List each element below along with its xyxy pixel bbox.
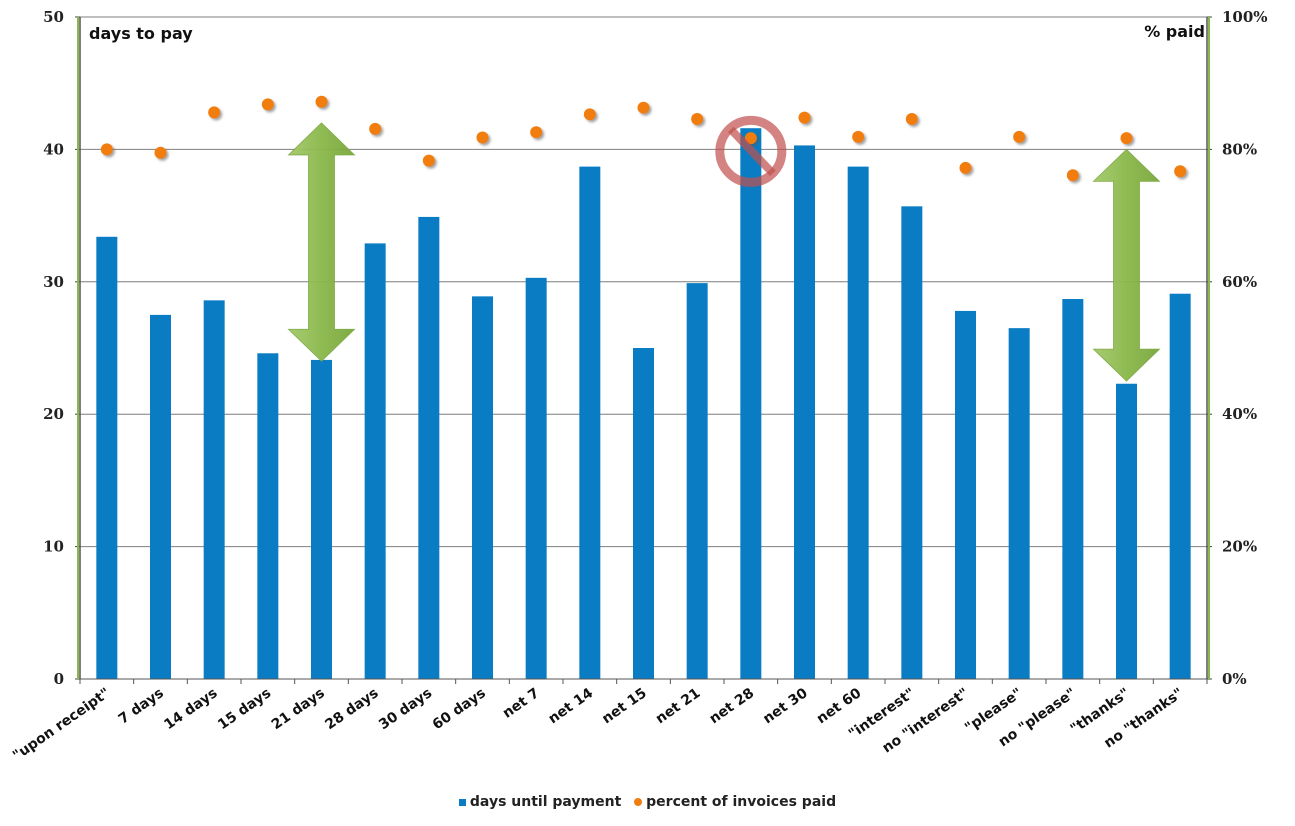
dot <box>1120 132 1133 145</box>
bar <box>901 206 923 679</box>
dot <box>798 111 811 124</box>
category-label: "upon receipt" <box>10 685 113 764</box>
bar <box>150 314 171 679</box>
left-tick-label: 40 <box>43 140 64 158</box>
no-sign-icon <box>715 115 787 187</box>
bar <box>633 348 654 679</box>
category-label: net 14 <box>546 685 597 727</box>
dot <box>1013 130 1026 143</box>
right-tick-label: 60% <box>1222 273 1257 291</box>
bar <box>472 296 493 679</box>
right-tick-label: 80% <box>1222 140 1257 158</box>
category-label: 14 days <box>161 685 220 733</box>
left-tick-label: 50 <box>43 8 64 26</box>
dot <box>1174 165 1187 178</box>
category-label: 15 days <box>215 685 274 733</box>
double-arrow <box>1092 148 1161 382</box>
double-arrow <box>287 122 356 362</box>
bar <box>525 277 547 679</box>
bar <box>686 283 708 679</box>
bar <box>1062 299 1084 679</box>
legend-bar-label: days until payment <box>469 794 622 810</box>
legend-bar-swatch <box>458 798 466 806</box>
right-tick-label: 100% <box>1222 8 1268 26</box>
category-label: 28 days <box>322 685 381 733</box>
legend-dot-swatch <box>634 798 643 806</box>
bars-series <box>96 128 1191 680</box>
bar <box>1008 328 1030 679</box>
category-label: net 28 <box>707 685 758 727</box>
category-label: net 15 <box>599 685 650 727</box>
bar <box>203 300 225 679</box>
dot <box>315 95 328 108</box>
bar <box>1169 293 1191 679</box>
axes <box>75 16 1212 684</box>
legend-dot-label: percent of invoices paid <box>646 794 837 810</box>
dot <box>154 146 167 159</box>
dots-series <box>100 95 1187 182</box>
bar <box>740 128 762 679</box>
dot <box>583 108 596 121</box>
left-tick-label: 0 <box>54 670 64 688</box>
dot <box>637 101 650 114</box>
dot <box>530 126 543 139</box>
bar <box>311 359 332 679</box>
dot <box>100 143 113 156</box>
right-tick-label: 20% <box>1222 538 1257 556</box>
bar <box>257 353 279 679</box>
dot <box>1066 169 1079 182</box>
legend: days until payment percent of invoices p… <box>0 794 1295 810</box>
dot <box>476 131 489 144</box>
category-label: net 7 <box>500 685 543 721</box>
right-tick-label: 0% <box>1222 670 1247 688</box>
dot <box>852 130 865 143</box>
chart: 0 10 20 30 40 50 0% 20% 40% 60% 80% 100% "upon recei… <box>10 8 1268 764</box>
left-tick-label: 20 <box>43 405 64 423</box>
right-tick-label: 40% <box>1222 405 1257 423</box>
dot <box>905 112 918 125</box>
bar <box>96 236 118 679</box>
bar <box>794 145 815 680</box>
category-label: net 21 <box>653 685 704 727</box>
category-label: net 30 <box>760 685 811 727</box>
right-axis-title: % paid <box>1144 22 1205 41</box>
dot <box>261 98 274 111</box>
category-label: 60 days <box>430 685 489 733</box>
bar <box>847 166 869 679</box>
no-sign-slash <box>727 126 776 177</box>
left-axis-title: days to pay <box>89 24 193 43</box>
dot <box>208 106 221 119</box>
dot <box>369 122 382 135</box>
category-label: 21 days <box>269 685 328 733</box>
bar <box>364 243 386 680</box>
dot <box>422 154 435 167</box>
bar <box>418 216 440 679</box>
bar <box>955 310 976 679</box>
dot <box>691 112 704 125</box>
bar <box>579 166 601 679</box>
category-label: 7 days <box>116 685 167 727</box>
legend-item-percent: percent of invoices paid <box>634 794 836 810</box>
legend-item-days: days until payment <box>458 794 622 810</box>
left-tick-label: 10 <box>43 538 64 556</box>
dot <box>744 132 757 145</box>
dot <box>959 161 972 174</box>
bar <box>1116 383 1137 679</box>
no-sign-ring <box>715 115 787 187</box>
left-tick-label: 30 <box>43 273 64 291</box>
category-label: 30 days <box>376 685 435 733</box>
annotations <box>287 115 1161 382</box>
